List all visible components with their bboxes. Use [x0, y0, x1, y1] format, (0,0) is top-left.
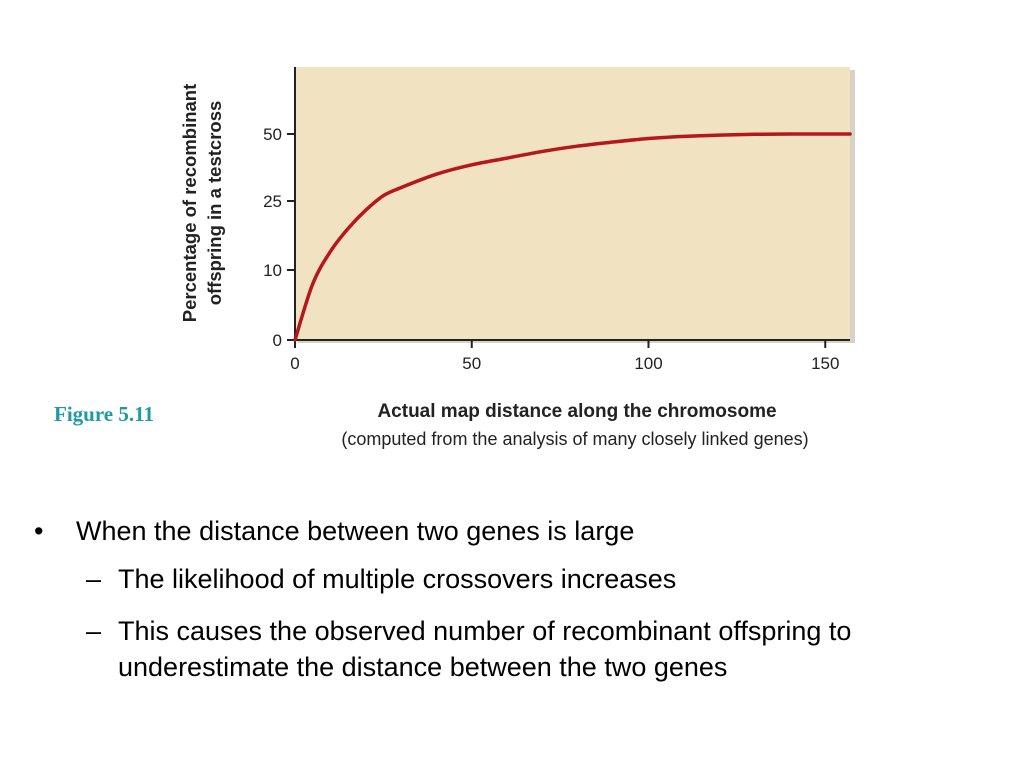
bullet-text: When the distance between two genes is l…: [76, 516, 635, 546]
x-tick-label: 0: [290, 354, 299, 373]
x-axis-label: Actual map distance along the chromosome: [377, 401, 776, 422]
recombination-chart: 0 10 25 50 0 50 100 150 Percentage of recombinan…: [179, 67, 855, 449]
series-line-1: [293, 132, 852, 342]
y-tick-label: 25: [263, 192, 282, 211]
y-axis-label-line1: Percentage of recombinant: [179, 84, 200, 323]
sub-bullet-text: This causes the observed number of recom…: [118, 616, 852, 682]
y-tick-label: 10: [263, 261, 282, 280]
sub-bullet-marker: –: [86, 616, 102, 646]
figure-label: Figure 5.11: [54, 402, 154, 426]
y-tick-label: 50: [263, 125, 282, 144]
sub-bullet-text: The likelihood of multiple crossovers in…: [118, 564, 677, 594]
x-tick-label: 100: [634, 354, 662, 373]
x-axis-sublabel: (computed from the analysis of many clos…: [341, 429, 808, 449]
x-tick-label: 50: [462, 354, 481, 373]
sub-bullet-marker: –: [86, 564, 102, 594]
y-axis-label-line2: offspring in a testcross: [204, 101, 225, 306]
bullet-marker: •: [34, 516, 44, 546]
x-tick-label: 150: [811, 354, 839, 373]
y-tick-label: 0: [273, 331, 282, 350]
plot-area: [295, 67, 850, 340]
